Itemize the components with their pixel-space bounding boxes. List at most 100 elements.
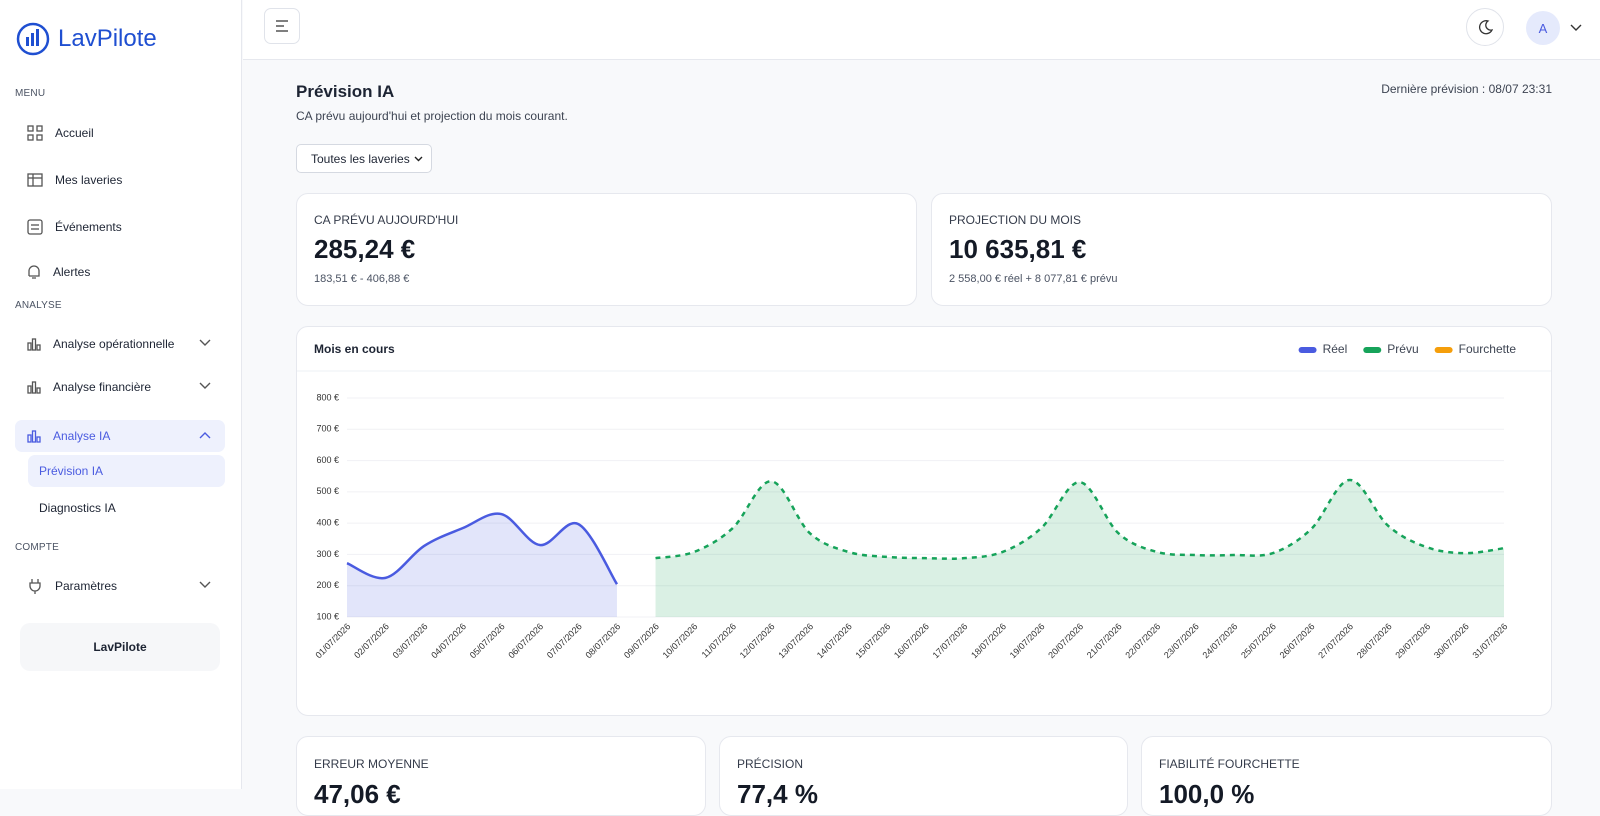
kpi-label: FIABILITÉ FOURCHETTE <box>1159 757 1300 771</box>
icon <box>276 20 288 32</box>
theme-toggle[interactable] <box>1466 8 1504 46</box>
icon <box>29 579 41 594</box>
brand-name: LavPilote <box>58 25 157 52</box>
nav-label: Paramètres <box>55 579 118 593</box>
sub-item[interactable]: Prévision IA <box>28 455 225 487</box>
x-tick-label: 29/07/2026 <box>1393 621 1432 660</box>
icon <box>27 219 43 235</box>
x-tick-label: 19/07/2026 <box>1008 621 1047 660</box>
nav-item[interactable]: Analyse financière <box>15 371 225 403</box>
x-tick-label: 04/07/2026 <box>429 621 468 660</box>
laundry-select[interactable]: Toutes les laveries <box>296 144 432 173</box>
x-tick-label: 07/07/2026 <box>545 621 584 660</box>
y-tick-label: 500 € <box>316 486 339 496</box>
legend-label: Réel <box>1323 342 1348 356</box>
x-tick-label: 30/07/2026 <box>1432 621 1471 660</box>
nav-label: Mes laveries <box>55 173 123 187</box>
icon <box>27 173 43 187</box>
section-title: ANALYSE <box>15 300 62 311</box>
menu-button[interactable] <box>264 8 300 44</box>
nav-item[interactable]: Accueil <box>15 117 225 149</box>
area <box>655 479 1504 617</box>
chevron <box>199 339 211 346</box>
x-tick-label: 18/07/2026 <box>969 621 1008 660</box>
chevron <box>199 581 211 588</box>
y-tick-label: 400 € <box>316 518 339 528</box>
x-tick-label: 23/07/2026 <box>1162 621 1201 660</box>
chart: Mois en cours 100 € 200 € 300 € 400 € 500 € 6… <box>297 342 1551 660</box>
kpi-label: PROJECTION DU MOIS <box>949 213 1082 227</box>
x-tick-label: 17/07/2026 <box>931 621 970 660</box>
sidebar: LavPilote MENU Accueil Mes laveries Évén… <box>0 0 242 789</box>
x-tick-label: 27/07/2026 <box>1316 621 1355 660</box>
select-label: Toutes les laveries <box>311 151 410 166</box>
x-tick-label: 03/07/2026 <box>391 621 430 660</box>
nav-item[interactable]: Paramètres <box>15 570 225 602</box>
nav-item[interactable]: Analyse opérationnelle <box>15 328 225 360</box>
y-tick-label: 600 € <box>316 455 339 465</box>
chevron <box>199 432 211 439</box>
nav-label: Analyse financière <box>53 380 152 394</box>
x-tick-label: 01/07/2026 <box>313 621 352 660</box>
nav-item[interactable]: Alertes <box>15 256 225 288</box>
logo <box>16 22 50 56</box>
icon <box>27 430 41 443</box>
kpi-value: 47,06 € <box>314 779 401 809</box>
x-tick-label: 09/07/2026 <box>622 621 661 660</box>
brand[interactable]: LavPilote <box>16 22 157 56</box>
page-title: Prévision IA <box>296 82 395 101</box>
x-tick-label: 31/07/2026 <box>1470 621 1509 660</box>
topbar: A <box>243 0 1600 60</box>
kpi-card: PRÉCISION 77,4 % <box>719 736 1128 816</box>
y-tick-label: 700 € <box>316 424 339 434</box>
kpi-value: 10 635,81 € <box>949 234 1087 264</box>
y-tick-label: 800 € <box>316 392 339 402</box>
nav-label: Alertes <box>53 265 91 279</box>
x-tick-label: 16/07/2026 <box>892 621 931 660</box>
x-tick-label: 25/07/2026 <box>1239 621 1278 660</box>
avatar[interactable]: A <box>1526 11 1560 45</box>
x-tick-label: 08/07/2026 <box>583 621 622 660</box>
line <box>655 478 1505 560</box>
x-tick-label: 05/07/2026 <box>468 621 507 660</box>
nav-item[interactable]: Mes laveries <box>15 164 225 196</box>
last-update: Dernière prévision : 08/07 23:31 <box>1381 82 1552 96</box>
legend-label: Prévu <box>1387 342 1418 356</box>
kpi-card: PROJECTION DU MOIS 10 635,81 € 2 558,00 … <box>931 193 1552 306</box>
kpi-card: ERREUR MOYENNE 47,06 € <box>296 736 706 816</box>
sub-item[interactable]: Diagnostics IA <box>39 501 116 515</box>
icon <box>27 338 41 351</box>
chevron[interactable] <box>1570 24 1582 32</box>
line <box>346 512 619 585</box>
x-tick-label: 15/07/2026 <box>853 621 892 660</box>
icon <box>27 125 43 141</box>
y-tick-label: 100 € <box>316 611 339 621</box>
area <box>347 513 617 617</box>
section-title: COMPTE <box>15 542 59 553</box>
legend-label: Fourchette <box>1459 342 1517 356</box>
nav-label: Accueil <box>55 126 94 140</box>
kpi-detail: 2 558,00 € réel + 8 077,81 € prévu <box>949 273 1118 285</box>
x-tick-label: 22/07/2026 <box>1123 621 1162 660</box>
icon <box>1479 20 1493 35</box>
kpi-value: 100,0 % <box>1159 779 1255 809</box>
x-tick-label: 06/07/2026 <box>506 621 545 660</box>
chevron <box>414 156 423 162</box>
x-tick-label: 21/07/2026 <box>1085 621 1124 660</box>
x-tick-label: 13/07/2026 <box>776 621 815 660</box>
section-title: MENU <box>15 88 46 99</box>
x-tick-label: 14/07/2026 <box>815 621 854 660</box>
kpi-detail: 183,51 € - 406,88 € <box>314 273 410 285</box>
kpi-value: 77,4 % <box>737 779 818 809</box>
page-subtitle: CA prévu aujourd'hui et projection du mo… <box>296 109 568 123</box>
kpi-card: FIABILITÉ FOURCHETTE 100,0 % <box>1141 736 1552 816</box>
legend-swatch <box>1434 347 1453 353</box>
nav-item[interactable]: Analyse IA <box>15 420 225 452</box>
kpi-label: CA PRÉVU AUJOURD'HUI <box>314 213 459 227</box>
kpi-label: ERREUR MOYENNE <box>314 757 429 771</box>
nav-label: Analyse opérationnelle <box>53 337 175 351</box>
legend-swatch <box>1298 347 1317 353</box>
nav-item[interactable]: Événements <box>15 211 225 243</box>
x-tick-label: 20/07/2026 <box>1046 621 1085 660</box>
